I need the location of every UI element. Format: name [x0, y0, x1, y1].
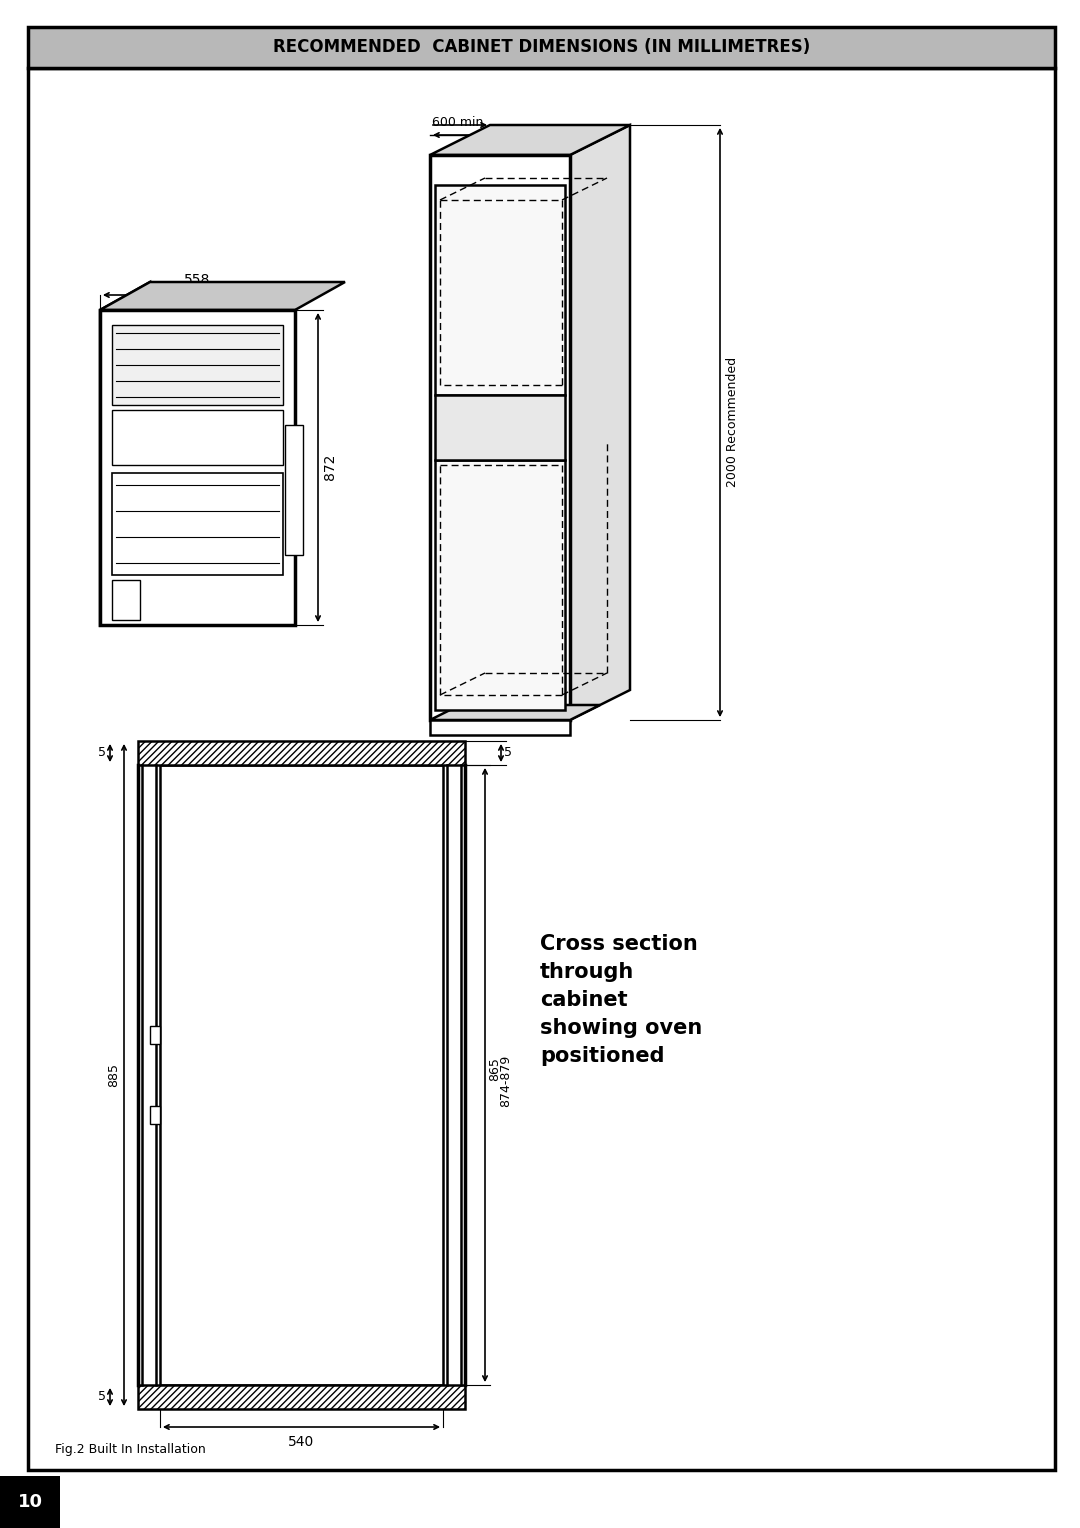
Bar — [150, 1106, 160, 1125]
Text: 874-879: 874-879 — [499, 1054, 512, 1108]
Text: 872: 872 — [323, 454, 337, 480]
Text: 5: 5 — [98, 747, 106, 759]
Bar — [0, 1476, 60, 1528]
Text: 560 min: 560 min — [445, 278, 497, 290]
Bar — [138, 741, 465, 766]
Polygon shape — [100, 283, 345, 310]
Text: Cross section
through
cabinet
showing oven
positioned: Cross section through cabinet showing ov… — [540, 934, 702, 1067]
Polygon shape — [570, 125, 630, 720]
Bar — [160, 766, 443, 1384]
Polygon shape — [435, 185, 565, 396]
Text: 5: 5 — [98, 1390, 106, 1404]
Bar — [150, 1025, 160, 1044]
Text: 2000 Recommended: 2000 Recommended — [726, 358, 739, 487]
Polygon shape — [435, 460, 565, 711]
Polygon shape — [112, 581, 140, 620]
Polygon shape — [430, 704, 600, 720]
Text: 600 min: 600 min — [432, 116, 484, 128]
Polygon shape — [100, 310, 295, 625]
Polygon shape — [112, 410, 283, 465]
Bar — [138, 1384, 465, 1409]
Polygon shape — [430, 720, 570, 735]
Text: 885: 885 — [107, 1063, 120, 1086]
Text: 865: 865 — [488, 1057, 501, 1080]
Polygon shape — [100, 283, 150, 625]
Bar — [285, 425, 303, 555]
Polygon shape — [430, 125, 630, 154]
Bar — [28, 28, 1055, 69]
Polygon shape — [430, 154, 570, 720]
Polygon shape — [112, 474, 283, 575]
Text: 558: 558 — [185, 274, 211, 287]
Text: Fig.2 Built In Installation: Fig.2 Built In Installation — [55, 1444, 206, 1456]
Polygon shape — [435, 396, 565, 460]
Text: 570 max: 570 max — [445, 322, 500, 336]
Text: 550 min: 550 min — [453, 571, 504, 585]
Polygon shape — [112, 325, 283, 405]
Text: 10: 10 — [17, 1493, 42, 1511]
Text: RECOMMENDED  CABINET DIMENSIONS (IN MILLIMETRES): RECOMMENDED CABINET DIMENSIONS (IN MILLI… — [273, 38, 810, 57]
Text: 540: 540 — [288, 1435, 314, 1449]
Text: 5: 5 — [504, 747, 512, 759]
